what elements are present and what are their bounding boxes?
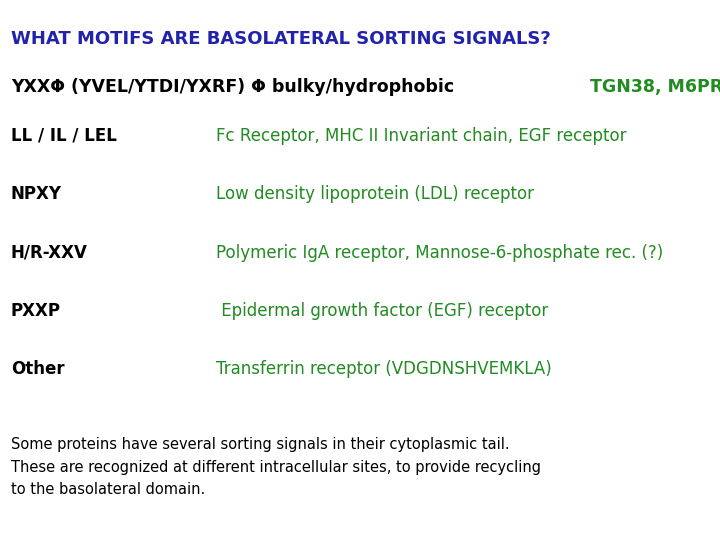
Text: H/R-XXV: H/R-XXV <box>11 244 88 261</box>
Text: Some proteins have several sorting signals in their cytoplasmic tail.
These are : Some proteins have several sorting signa… <box>11 437 541 497</box>
Text: PXXP: PXXP <box>11 302 60 320</box>
Text: Transferrin receptor (VDGDNSHVEMKLA): Transferrin receptor (VDGDNSHVEMKLA) <box>216 360 552 378</box>
Text: WHAT MOTIFS ARE BASOLATERAL SORTING SIGNALS?: WHAT MOTIFS ARE BASOLATERAL SORTING SIGN… <box>11 30 551 48</box>
Text: Fc Receptor, MHC II Invariant chain, EGF receptor: Fc Receptor, MHC II Invariant chain, EGF… <box>216 127 626 145</box>
Text: Polymeric IgA receptor, Mannose-6-phosphate rec. (?): Polymeric IgA receptor, Mannose-6-phosph… <box>216 244 663 261</box>
Text: Epidermal growth factor (EGF) receptor: Epidermal growth factor (EGF) receptor <box>216 302 548 320</box>
Text: YXXΦ (YVEL/YTDI/YXRF) Φ bulky/hydrophobic: YXXΦ (YVEL/YTDI/YXRF) Φ bulky/hydrophobi… <box>11 78 460 96</box>
Text: TGN38, M6PR: TGN38, M6PR <box>590 78 720 96</box>
Text: NPXY: NPXY <box>11 185 62 203</box>
Text: LL / IL / LEL: LL / IL / LEL <box>11 127 117 145</box>
Text: Low density lipoprotein (LDL) receptor: Low density lipoprotein (LDL) receptor <box>216 185 534 203</box>
Text: Other: Other <box>11 360 64 378</box>
